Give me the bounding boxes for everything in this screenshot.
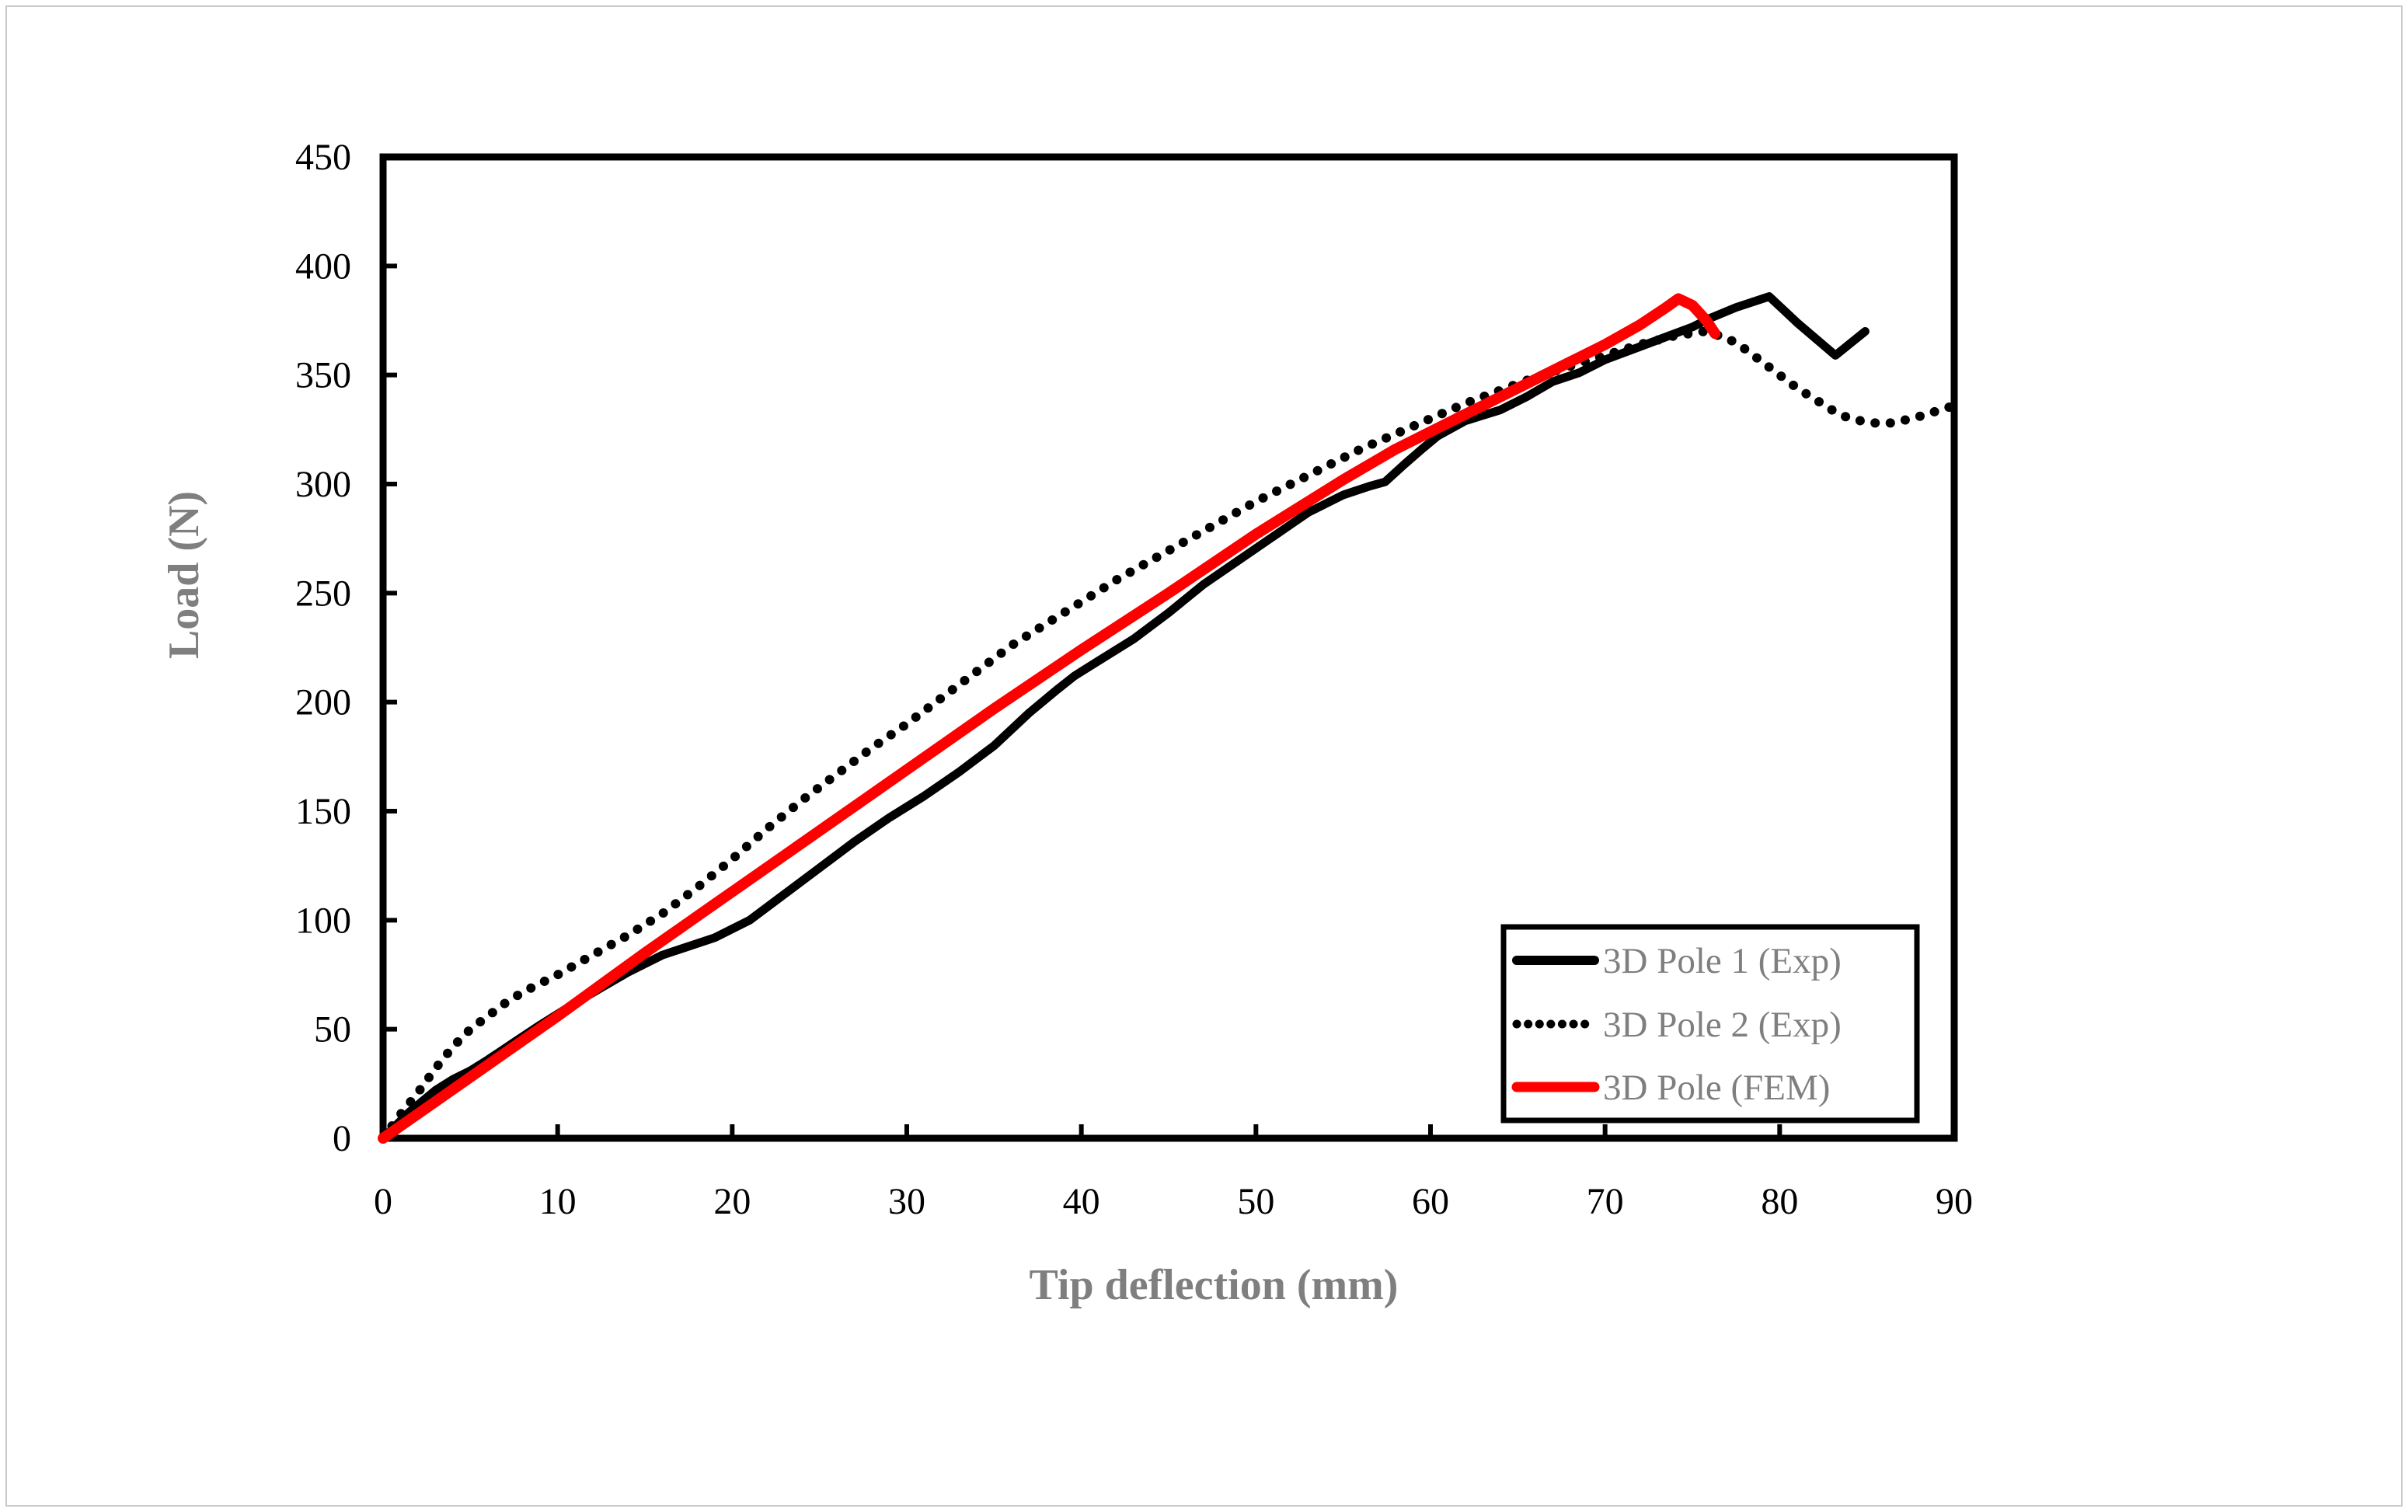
x-tick-label: 90: [1936, 1181, 1973, 1222]
legend-label-2: 3D Pole 2 (Exp): [1603, 1005, 1842, 1045]
legend-label-1: 3D Pole 1 (Exp): [1603, 941, 1842, 981]
series-line-2: [378, 326, 1959, 1143]
x-tick-label: 40: [1063, 1181, 1100, 1222]
y-tick-label: 200: [295, 682, 351, 723]
y-axis-tick-labels: 0 50 100 150 200 250 300 350 400 450: [295, 137, 351, 1159]
y-tick-label: 300: [295, 464, 351, 505]
x-axis-ticks: [555, 1124, 1782, 1138]
series-lines: [378, 292, 1959, 1144]
x-tick-label: 70: [1587, 1181, 1624, 1222]
x-axis-tick-labels: 0 10 20 30 40 50 60 70 80 90: [374, 1181, 1973, 1222]
x-tick-label: 10: [539, 1181, 577, 1222]
x-axis-title: Tip deflection (mm): [1030, 1261, 1399, 1309]
legend-label-3: 3D Pole (FEM): [1603, 1068, 1830, 1108]
y-tick-label: 150: [295, 791, 351, 832]
x-tick-label: 0: [374, 1181, 392, 1222]
y-tick-label: 100: [295, 900, 351, 941]
x-tick-label: 50: [1237, 1181, 1274, 1222]
x-tick-label: 20: [713, 1181, 751, 1222]
y-tick-label: 350: [295, 355, 351, 396]
y-tick-label: 450: [295, 137, 351, 178]
legend: 3D Pole 1 (Exp) 3D Pole 2 (Exp) 3D Pole (F…: [1500, 924, 1920, 1124]
y-tick-label: 250: [295, 573, 351, 614]
series-line-3: [378, 293, 1721, 1144]
x-tick-label: 30: [888, 1181, 925, 1222]
y-axis-title: Load (N): [160, 491, 208, 659]
x-tick-label: 60: [1412, 1181, 1449, 1222]
y-tick-label: 0: [333, 1118, 351, 1159]
y-tick-label: 400: [295, 246, 351, 287]
plot-area-border: [379, 153, 1958, 1142]
y-axis-ticks: [383, 263, 397, 1032]
x-tick-label: 80: [1761, 1181, 1798, 1222]
y-tick-label: 50: [314, 1009, 351, 1050]
